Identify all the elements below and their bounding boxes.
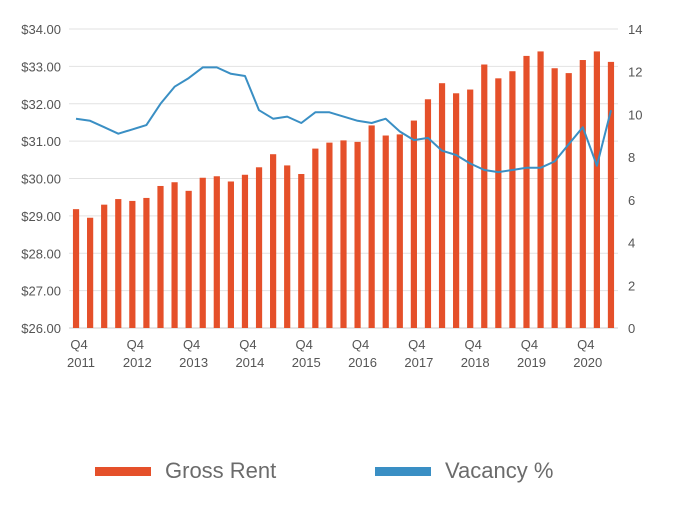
x-tick-year: 2013 [179, 355, 208, 370]
right-axis-tick-label: 10 [628, 107, 642, 122]
left-axis-tick-label: $30.00 [21, 172, 61, 187]
x-tick-quarter: Q4 [521, 337, 538, 352]
gross-rent-bar [438, 83, 446, 328]
x-tick-year: 2011 [67, 355, 95, 370]
x-tick-quarter: Q4 [70, 337, 87, 352]
gross-rent-bar [298, 174, 305, 328]
gross-rent-bar [509, 71, 516, 328]
right-axis-tick-label: 6 [628, 193, 635, 208]
gross-rent-bar [270, 154, 277, 328]
vacancy-line [75, 66, 612, 174]
legend-item-vacancy: Vacancy % [375, 458, 553, 484]
x-tick-year: 2014 [235, 355, 264, 370]
right-axis-tick-label: 12 [628, 65, 642, 80]
gross-rent-bar [241, 174, 249, 328]
gross-rent-bar [72, 209, 80, 328]
gross-rent-bar [523, 55, 530, 328]
x-tick-year: 2020 [573, 355, 602, 370]
gross-rent-bar [410, 120, 417, 328]
gross-rent-bar [537, 51, 544, 329]
gross-rent-bars [72, 51, 615, 329]
left-axis-tick-label: $33.00 [21, 59, 61, 74]
gross-rent-bar [129, 200, 136, 328]
legend-label-vacancy: Vacancy % [445, 458, 554, 483]
right-axis-tick-label: 2 [628, 278, 635, 293]
gross-rent-bar [382, 135, 389, 328]
right-axis-tick-label: 14 [628, 22, 642, 37]
left-axis-tick-label: $31.00 [21, 134, 61, 149]
left-axis-tick-label: $26.00 [21, 321, 61, 336]
gross-rent-bar [396, 134, 403, 328]
gross-rent-bar [453, 93, 460, 328]
right-axis-tick-label: 4 [628, 236, 635, 251]
x-tick-year: 2017 [404, 355, 433, 370]
right-axis-ticks: 0 2 4 6 8 10 12 14 [628, 22, 642, 336]
gross-rent-bar [115, 199, 122, 328]
gross-rent-bar [171, 182, 178, 328]
x-tick-quarter: Q4 [408, 337, 425, 352]
x-tick-year: 2015 [292, 355, 321, 370]
x-axis-ticks: Q4 2011 Q4 2012 Q4 2013 Q4 2014 Q4 2015 Q4 2016 Q4 20… [67, 337, 602, 370]
gross-rent-bar [87, 217, 94, 328]
gross-rent-bar [424, 99, 432, 328]
right-axis-tick-label: 0 [628, 321, 635, 336]
gross-rent-bar [593, 51, 600, 329]
gross-rent-bar [284, 165, 291, 328]
gross-rent-swatch [95, 466, 151, 476]
left-axis-tick-label: $34.00 [21, 22, 61, 37]
gross-rent-bar [255, 167, 263, 328]
x-tick-quarter: Q4 [183, 337, 200, 352]
x-tick-quarter: Q4 [296, 337, 313, 352]
x-tick-quarter: Q4 [127, 337, 144, 352]
vacancy-swatch [375, 466, 431, 476]
left-axis-tick-label: $28.00 [21, 246, 61, 261]
left-axis-ticks: $26.00 $27.00 $28.00 $29.00 $30.00 $31.00 $32.… [21, 22, 61, 336]
gross-rent-bar [481, 64, 488, 328]
x-tick-quarter: Q4 [464, 337, 481, 352]
gross-rent-bar [579, 60, 586, 329]
gross-rent-bar [340, 140, 347, 328]
gross-rent-bar [143, 197, 150, 328]
legend-item-gross-rent: Gross Rent [95, 458, 276, 484]
gross-rent-bar [368, 125, 375, 329]
gross-rent-bar [199, 177, 206, 328]
gross-rent-bar [495, 78, 502, 329]
gross-rent-bar [227, 181, 234, 328]
x-tick-year: 2016 [348, 355, 377, 370]
left-axis-tick-label: $32.00 [21, 97, 61, 112]
x-tick-year: 2018 [461, 355, 490, 370]
left-axis-tick-label: $29.00 [21, 209, 61, 224]
gross-rent-bar [326, 142, 333, 328]
gross-rent-bar [213, 176, 220, 328]
right-axis-tick-label: 8 [628, 150, 635, 165]
gross-rent-bar [312, 148, 319, 328]
gross-rent-bar [101, 204, 108, 328]
gross-rent-bar [185, 190, 192, 328]
x-tick-year: 2019 [517, 355, 546, 370]
gross-rent-bar [354, 141, 361, 328]
gross-rent-bar [607, 61, 615, 328]
gross-rent-bar [157, 185, 164, 328]
vacancy-line-group [75, 66, 612, 174]
left-axis-tick-label: $27.00 [21, 284, 61, 299]
x-tick-quarter: Q4 [352, 337, 369, 352]
legend: Gross Rent Vacancy % [0, 458, 676, 498]
gross-rent-bar [551, 68, 558, 329]
legend-label-gross-rent: Gross Rent [165, 458, 277, 483]
gross-rent-bar [467, 89, 474, 328]
x-tick-year: 2012 [123, 355, 152, 370]
x-tick-quarter: Q4 [239, 337, 256, 352]
gross-rent-bar [565, 73, 572, 328]
x-tick-quarter: Q4 [577, 337, 594, 352]
